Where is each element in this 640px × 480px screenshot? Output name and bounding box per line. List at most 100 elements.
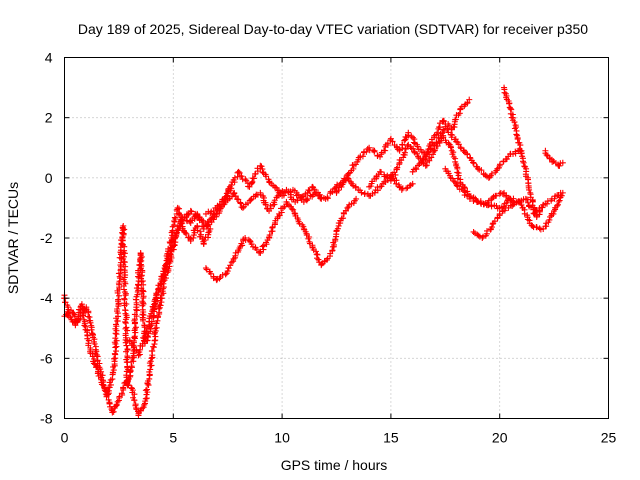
data-point bbox=[140, 337, 147, 344]
data-point bbox=[147, 358, 154, 365]
data-point bbox=[135, 281, 142, 288]
data-point bbox=[132, 324, 139, 331]
data-point bbox=[116, 254, 123, 261]
data-point bbox=[247, 197, 254, 204]
data-point bbox=[371, 148, 378, 155]
data-point bbox=[223, 190, 230, 197]
data-point bbox=[91, 340, 98, 347]
series-arc-7 bbox=[366, 132, 516, 208]
data-point bbox=[342, 207, 349, 214]
data-point bbox=[190, 234, 197, 241]
data-point bbox=[133, 307, 140, 314]
data-point bbox=[350, 165, 357, 172]
data-point bbox=[453, 182, 460, 189]
data-point bbox=[131, 397, 138, 404]
data-point bbox=[175, 210, 182, 217]
data-point bbox=[109, 409, 116, 416]
data-point bbox=[377, 183, 384, 190]
data-point bbox=[201, 237, 208, 244]
data-point bbox=[123, 342, 130, 349]
data-point bbox=[323, 256, 330, 263]
data-point bbox=[466, 195, 473, 202]
data-point bbox=[431, 147, 438, 154]
data-point bbox=[93, 364, 100, 371]
data-point bbox=[171, 214, 178, 221]
data-point bbox=[239, 204, 246, 211]
data-point bbox=[183, 230, 190, 237]
x-tick-label: 25 bbox=[601, 430, 617, 446]
data-point bbox=[271, 183, 278, 190]
data-point bbox=[187, 207, 194, 214]
data-point bbox=[404, 142, 411, 149]
data-point bbox=[440, 118, 447, 125]
data-point bbox=[470, 228, 477, 235]
data-point bbox=[219, 271, 226, 278]
data-point bbox=[422, 162, 429, 169]
data-point bbox=[503, 155, 510, 162]
data-point bbox=[137, 251, 144, 258]
data-point bbox=[557, 189, 564, 196]
data-point bbox=[447, 131, 454, 138]
data-point bbox=[238, 173, 245, 180]
data-point bbox=[470, 198, 477, 204]
data-point bbox=[479, 235, 486, 241]
data-point bbox=[222, 193, 229, 200]
y-tick-label: 0 bbox=[45, 170, 53, 186]
series-arc-8 bbox=[409, 123, 525, 181]
chart-title: Day 189 of 2025, Sidereal Day-to-day VTE… bbox=[78, 21, 588, 37]
data-point bbox=[444, 126, 451, 133]
data-point bbox=[488, 170, 495, 177]
data-point bbox=[377, 153, 384, 160]
data-point bbox=[304, 195, 311, 202]
data-point bbox=[409, 180, 416, 187]
series-arc-11 bbox=[501, 84, 547, 220]
data-point bbox=[268, 228, 275, 235]
data-point bbox=[185, 211, 192, 218]
data-point bbox=[197, 228, 204, 235]
data-point bbox=[121, 302, 128, 309]
data-point bbox=[121, 286, 128, 293]
data-point bbox=[393, 165, 400, 172]
data-point bbox=[114, 305, 121, 312]
data-point bbox=[210, 275, 217, 282]
data-point bbox=[257, 248, 264, 255]
data-point bbox=[353, 195, 360, 202]
data-point bbox=[85, 313, 92, 320]
data-point bbox=[504, 197, 511, 204]
data-point bbox=[258, 163, 265, 170]
data-point bbox=[332, 236, 339, 243]
x-tick-label: 15 bbox=[383, 430, 399, 446]
data-point bbox=[480, 233, 487, 240]
data-point bbox=[433, 139, 440, 146]
data-point bbox=[506, 100, 513, 107]
data-point bbox=[305, 187, 312, 194]
data-point bbox=[340, 215, 347, 222]
x-tick-label: 20 bbox=[492, 430, 508, 446]
data-point bbox=[559, 159, 566, 166]
data-point bbox=[512, 150, 519, 157]
data-point bbox=[520, 159, 527, 166]
data-point bbox=[90, 360, 97, 367]
data-point bbox=[156, 286, 163, 293]
data-point bbox=[532, 206, 539, 213]
data-point bbox=[131, 391, 138, 398]
data-point bbox=[295, 191, 302, 198]
data-point bbox=[520, 158, 527, 165]
data-point bbox=[388, 175, 395, 182]
y-tick-label: 4 bbox=[45, 50, 53, 66]
data-point bbox=[477, 200, 484, 207]
series-arc-2 bbox=[61, 204, 214, 398]
data-point bbox=[391, 169, 398, 176]
data-point bbox=[533, 224, 540, 231]
x-tick-label: 5 bbox=[169, 430, 177, 446]
data-point bbox=[122, 318, 129, 325]
data-point bbox=[334, 225, 341, 232]
data-point bbox=[514, 136, 521, 143]
data-point bbox=[138, 278, 145, 285]
data-point bbox=[139, 299, 146, 306]
data-point bbox=[235, 196, 242, 203]
data-point bbox=[324, 194, 331, 201]
data-point bbox=[522, 195, 529, 202]
data-point bbox=[457, 144, 464, 151]
